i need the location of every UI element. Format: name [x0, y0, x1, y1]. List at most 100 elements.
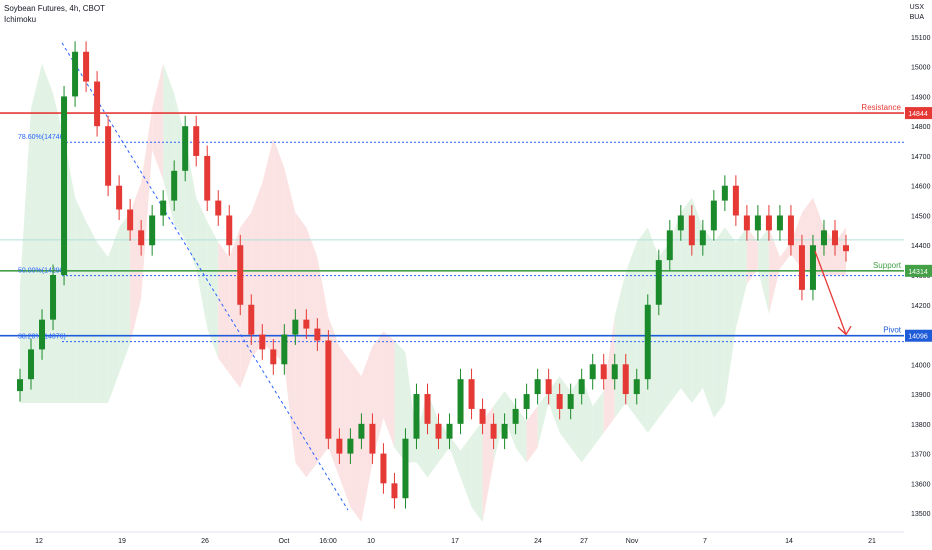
candle-body [358, 423, 365, 439]
candle-body [611, 364, 618, 380]
candle-body [138, 230, 145, 246]
candle-body [116, 185, 123, 210]
candle-body [633, 379, 640, 395]
candle-body [248, 304, 255, 335]
price-tick-label: 14200 [911, 303, 931, 310]
cloud-segment [361, 346, 373, 523]
candle-body [83, 51, 90, 82]
price-tick-label: 14400 [911, 243, 931, 250]
time-tick-label: 19 [118, 538, 126, 545]
candle-body [160, 200, 167, 216]
time-tick-label: 27 [580, 538, 588, 545]
candle-body [457, 379, 464, 424]
cloud-segment [581, 376, 593, 463]
candle-body [765, 215, 772, 231]
price-tick-label: 13500 [911, 511, 931, 518]
cloud-segment [680, 197, 692, 403]
candle-body [127, 209, 134, 231]
candle-body [490, 423, 497, 439]
cloud-segment [306, 227, 318, 478]
price-tick-label: 13600 [911, 481, 931, 488]
candle-body [402, 438, 409, 499]
price-tick-label: 13700 [911, 452, 931, 459]
candle-body [798, 245, 805, 290]
time-tick-label: 10 [367, 538, 375, 545]
candle-body [369, 423, 376, 454]
candle-body [512, 408, 519, 424]
level-name-pivot: Pivot [883, 326, 902, 335]
cloud-segment [614, 272, 626, 418]
candle-body [226, 215, 233, 246]
candle-body [380, 453, 387, 484]
time-tick-label: Oct [279, 538, 290, 545]
candle-body [204, 155, 211, 201]
cloud-segment [130, 182, 142, 344]
cloud-segment [449, 435, 461, 478]
time-tick-label: 12 [35, 538, 43, 545]
fib-level-label: 78.60%(14746) [18, 134, 66, 141]
level-price-label: 14096 [908, 334, 928, 341]
cloud-segment [20, 108, 32, 403]
candle-body [787, 215, 794, 246]
candle-body [171, 170, 178, 201]
ichimoku-cloud [20, 63, 846, 523]
candle-body [589, 364, 596, 380]
cloud-segment [350, 361, 362, 523]
candle-body [622, 364, 629, 395]
candle-body [699, 230, 706, 246]
cloud-segment [97, 242, 109, 403]
chart-title: Soybean Futures, 4h, CBOT [4, 4, 105, 13]
level-lines [0, 112, 904, 337]
cloud-segment [702, 227, 714, 418]
candle-body [270, 349, 277, 365]
candle-body [677, 215, 684, 231]
candle-body [644, 304, 651, 380]
cloud-segment [119, 212, 131, 374]
candle-body [776, 215, 783, 231]
candle-body [215, 200, 222, 216]
cloud-segment [31, 63, 43, 403]
time-tick-label: 21 [868, 538, 876, 545]
cloud-segment [559, 376, 571, 448]
candle-body [28, 349, 35, 380]
level-labels: 14844 Resistance 14314 Support 14096 Pivot [861, 103, 932, 342]
candle-body [94, 81, 101, 127]
cloud-segment [779, 242, 791, 270]
candle-body [710, 200, 717, 231]
price-tick-label: 14900 [911, 94, 931, 101]
candle-body [61, 96, 68, 275]
currency-line-1: USX [909, 4, 924, 11]
cloud-segment [262, 138, 274, 353]
price-tick-label: 13800 [911, 422, 931, 429]
cloud-segment [537, 391, 549, 448]
time-axis[interactable]: 12 19 26 Oct 16:00 10 17 24 27 Nov 7 14 21 [0, 531, 904, 545]
candle-body [413, 394, 420, 439]
candle-body [314, 328, 321, 341]
candle-body [435, 423, 442, 439]
candle-body [545, 379, 552, 395]
cloud-segment [735, 227, 747, 329]
cloud-segment [526, 405, 538, 463]
candle-body [50, 275, 57, 320]
level-price-label: 14314 [908, 269, 928, 276]
fib-level-label: 50.00%(14298) [18, 268, 66, 275]
candle-body [336, 438, 343, 454]
candle-body [237, 245, 244, 305]
candle-body [578, 379, 585, 395]
forecast-arrow-line [814, 250, 847, 335]
candle-body [303, 319, 310, 329]
level-price-badge [905, 107, 932, 120]
level-name-resistance: Resistance [861, 103, 901, 112]
cloud-segment [460, 435, 472, 508]
candle-body [743, 215, 750, 231]
cloud-segment [108, 227, 120, 403]
candle-body [831, 230, 838, 246]
candle-body [600, 364, 607, 380]
candle-body [259, 334, 266, 350]
candle-body [754, 215, 761, 231]
cloud-segment [383, 331, 395, 448]
candle-body [424, 394, 431, 424]
candle-body [556, 394, 563, 409]
cloud-segment [603, 316, 615, 433]
